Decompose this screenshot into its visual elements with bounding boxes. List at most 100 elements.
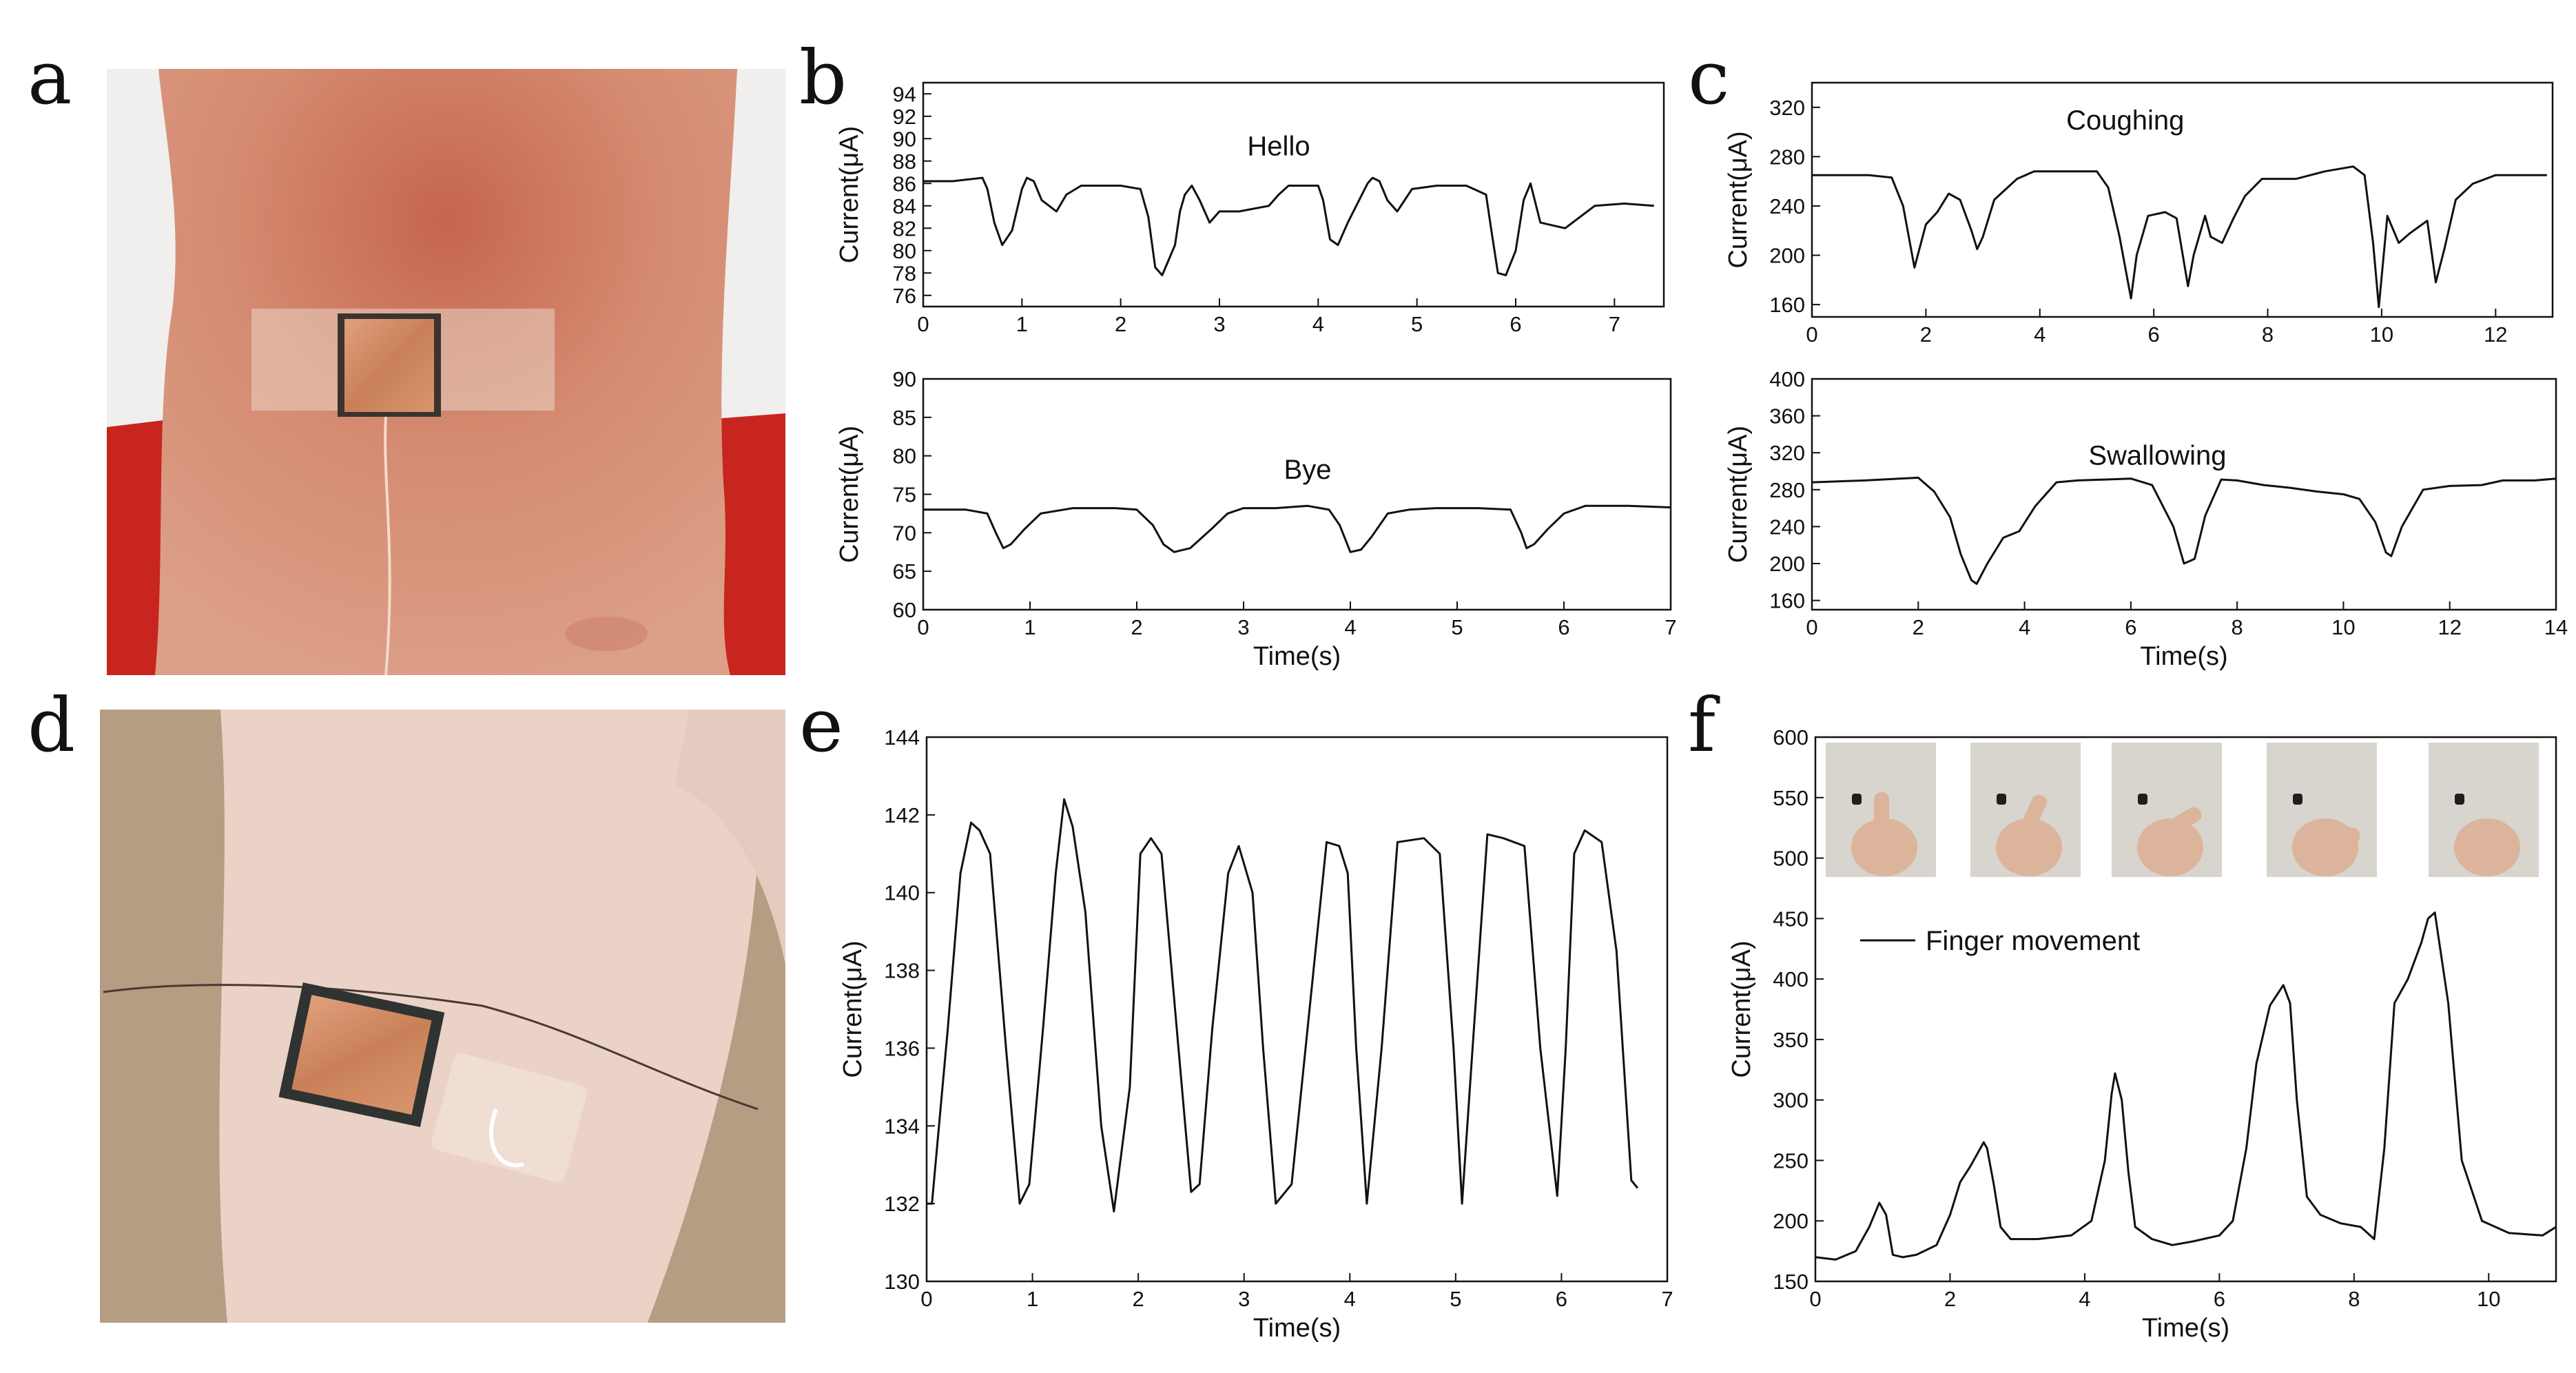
y-tick-label: 320 [1769,96,1805,120]
x-tick-label: 10 [2331,615,2355,639]
y-tick-label: 300 [1773,1088,1809,1113]
x-tick-label: 4 [2019,615,2030,639]
y-tick-label: 130 [884,1270,920,1294]
hair-strand [103,984,759,1111]
x-tick-label: 4 [2034,322,2046,347]
x-tick-label: 0 [1806,322,1817,347]
x-tick-label: 6 [2214,1287,2225,1311]
chart-c-bottom: 0 2 4 6 8 10 12 14 160 200 240 280 320 360 400 Current(… [1724,367,2568,671]
x-tick-label: 6 [2125,615,2136,639]
finger-pose-thumb [2429,743,2539,877]
x-tick-label: 2 [1133,1287,1144,1311]
y-tick-label: 75 [893,483,916,507]
y-axis-label: Current(μA) [1724,426,1753,563]
x-tick-label: 3 [1238,1287,1250,1311]
index-finger [2163,807,2202,836]
y-tick-label: 450 [1773,907,1809,931]
y-tick-label: 150 [1773,1270,1809,1294]
y-tick-label: 350 [1773,1028,1809,1052]
x-tick-label: 7 [1609,312,1620,336]
x-tick-label: 6 [2148,322,2160,347]
plot-frame [925,736,1669,1283]
finger-pose-thumb [1826,743,1936,877]
hand-palm [2454,818,2520,876]
x-tick-label: 0 [1806,615,1817,639]
x-tick-label: 2 [1115,312,1126,336]
chart-f: 0 2 4 6 8 10 150 200 250 300 350 400 450 500 550 600 Cur… [1727,725,2557,1343]
x-tick-label: 6 [1558,615,1569,639]
x-axis-label: Time(s) [1253,642,1341,671]
finger-pose-thumbnails [1826,743,2539,877]
y-tick-label: 400 [1773,967,1809,991]
x-tick-label: 14 [2544,615,2568,639]
finger-sensor [2293,794,2302,805]
x-tick-label: 6 [1556,1287,1567,1311]
x-tick-label: 0 [1809,1287,1821,1311]
y-tick-label: 86 [893,172,916,196]
y-tick-label: 132 [884,1192,920,1216]
hand-palm [1996,818,2062,876]
y-tick-label: 200 [1769,244,1805,268]
chart-c-top: 0 2 4 6 8 10 12 160 200 240 280 320 Current(μA) Cough… [1724,81,2554,347]
y-tick-label: 84 [893,194,916,218]
panel-label-b: b [799,35,847,121]
y-tick-label: 90 [893,127,916,151]
plot-frame [1814,736,2557,1283]
x-tick-label: 5 [1411,312,1423,336]
transparent-tape-wrist [431,1053,588,1182]
panel-label-c: c [1688,35,1730,121]
y-axis-label: Current(μA) [1727,940,1756,1077]
y-tick-label: 90 [893,367,916,391]
x-tick-label: 1 [1016,312,1028,336]
index-finger [2318,823,2360,843]
chart-b-bottom: 0 1 2 3 4 5 6 7 60 65 70 75 80 85 90 Current(μA) Time(s)… [835,367,1677,671]
wrist-skin [219,710,761,1323]
tape-glare [488,1108,524,1168]
y-tick-label: 144 [884,725,920,750]
index-finger [2020,794,2047,834]
y-tick-label: 82 [893,216,916,240]
hand-palm [2137,818,2203,876]
plot-frame [1811,81,2554,318]
x-tick-label: 7 [1661,1287,1673,1311]
y-tick-label: 80 [893,239,916,263]
y-tick-label: 140 [884,881,920,905]
finger-sensor [1997,794,2006,805]
finger-sensor [2455,794,2464,805]
y-axis-label: Current(μA) [835,126,864,263]
photo-neck-sensor [107,69,785,676]
y-tick-label: 88 [893,149,916,174]
y-tick-label: 240 [1769,515,1805,539]
x-tick-label: 1 [1027,1287,1038,1311]
panel-label-a: a [28,35,72,121]
x-tick-label: 4 [2079,1287,2090,1311]
annotation-label: Hello [1247,132,1310,162]
x-tick-label: 12 [2438,615,2461,639]
y-tick-label: 320 [1769,441,1805,465]
x-tick-label: 0 [920,1287,932,1311]
y-tick-label: 500 [1773,847,1809,871]
y-tick-label: 78 [893,261,916,285]
y-tick-label: 200 [1773,1209,1809,1233]
palm-edge [675,710,785,964]
x-tick-label: 1 [1024,615,1035,639]
y-tick-label: 70 [893,521,916,545]
x-tick-label: 8 [2232,615,2243,639]
index-finger [1874,792,1889,834]
y-tick-label: 142 [884,803,920,827]
x-tick-label: 4 [1344,615,1356,639]
plot-frame [922,81,1665,308]
x-axis-label: Time(s) [2140,642,2227,671]
y-axis-label: Current(μA) [1724,131,1753,268]
y-tick-label: 240 [1769,194,1805,218]
x-tick-label: 8 [2262,322,2274,347]
y-tick-label: 250 [1773,1148,1809,1173]
series-line [1811,476,2557,585]
sensor-wire [384,416,391,676]
x-axis-label: Time(s) [1253,1314,1341,1343]
y-tick-label: 160 [1769,293,1805,317]
x-tick-label: 3 [1237,615,1249,639]
annotation-label: Bye [1284,455,1332,485]
y-tick-label: 200 [1769,552,1805,576]
